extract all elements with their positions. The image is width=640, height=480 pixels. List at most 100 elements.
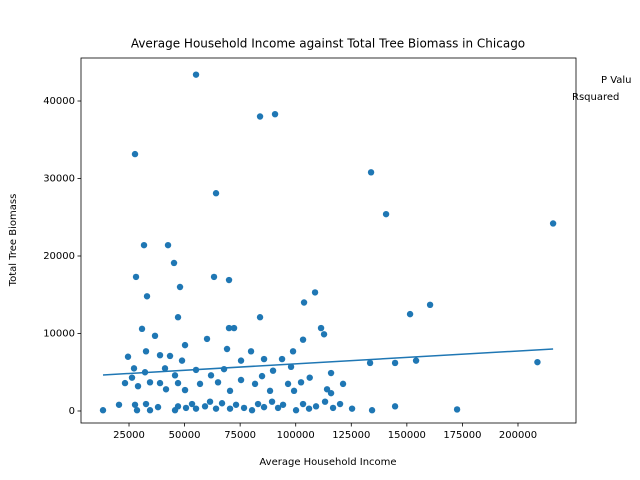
point	[176, 283, 184, 291]
point	[124, 353, 132, 360]
point	[142, 400, 150, 408]
point	[174, 379, 182, 387]
point	[230, 324, 238, 332]
point	[287, 363, 295, 371]
x-tick-label: 75000	[224, 430, 256, 441]
point	[317, 324, 325, 332]
point	[366, 359, 374, 367]
point	[297, 379, 305, 386]
point	[181, 341, 189, 349]
point	[181, 386, 189, 394]
point	[192, 71, 200, 78]
point	[382, 210, 390, 218]
point	[305, 405, 313, 412]
point	[279, 401, 287, 408]
point	[284, 380, 292, 388]
point	[154, 403, 162, 411]
y-tick-label: 20000	[43, 251, 75, 262]
point	[237, 376, 245, 384]
point	[182, 404, 190, 412]
point	[225, 324, 233, 332]
point	[170, 259, 178, 267]
point	[320, 331, 328, 338]
point	[240, 404, 248, 412]
point	[321, 398, 329, 405]
x-tick-label: 150000	[388, 430, 426, 441]
point	[406, 310, 414, 318]
point	[299, 400, 307, 408]
annotation: Rsquared	[572, 92, 619, 103]
y-tick-label: 30000	[43, 174, 75, 185]
x-tick-label: 25000	[113, 430, 145, 441]
point	[131, 401, 139, 408]
point	[174, 403, 182, 410]
y-axis-label: Total Tree Biomass	[8, 194, 19, 288]
point	[278, 355, 286, 363]
point	[151, 332, 159, 340]
point	[206, 398, 214, 405]
point	[290, 387, 298, 395]
point	[220, 365, 228, 373]
point	[226, 405, 234, 412]
point	[336, 400, 344, 408]
chart-title: Average Household Income against Total T…	[131, 37, 525, 51]
point	[156, 351, 164, 359]
point	[327, 389, 335, 397]
point	[188, 400, 196, 408]
point	[115, 401, 123, 408]
point	[254, 400, 262, 408]
point	[130, 365, 138, 372]
point	[214, 379, 222, 386]
point	[178, 357, 186, 364]
point	[212, 405, 220, 412]
point	[453, 406, 461, 413]
point	[327, 369, 335, 377]
point	[329, 404, 337, 412]
point	[140, 241, 148, 249]
point	[534, 358, 541, 366]
point	[292, 407, 300, 414]
point	[146, 379, 154, 386]
trend-line	[102, 348, 554, 376]
point	[339, 380, 347, 388]
point	[162, 386, 170, 393]
point	[166, 352, 174, 360]
point	[226, 387, 234, 395]
point	[299, 336, 307, 343]
point	[237, 357, 245, 364]
x-tick-label: 50000	[169, 430, 201, 441]
point	[171, 372, 179, 379]
point	[268, 398, 276, 405]
point	[225, 276, 233, 284]
point	[142, 348, 150, 355]
point	[266, 387, 274, 395]
point	[247, 348, 255, 355]
point	[212, 190, 220, 197]
point	[156, 379, 164, 387]
point	[174, 314, 182, 321]
point	[368, 407, 376, 414]
point	[256, 314, 264, 321]
point	[132, 273, 140, 281]
point	[391, 359, 399, 367]
point	[192, 405, 200, 412]
point	[134, 382, 142, 390]
point	[323, 386, 331, 393]
point	[306, 374, 313, 381]
point	[251, 380, 259, 388]
plot-frame	[80, 57, 577, 424]
point	[146, 407, 154, 414]
point	[203, 335, 211, 343]
point	[128, 374, 136, 381]
point	[300, 299, 308, 306]
point	[223, 345, 231, 353]
point	[549, 220, 557, 227]
point	[131, 150, 139, 158]
point	[269, 367, 277, 374]
x-tick-label: 175000	[443, 430, 481, 441]
y-tick-label: 40000	[43, 96, 75, 107]
point	[260, 355, 268, 363]
point	[207, 372, 215, 379]
point	[248, 407, 256, 414]
